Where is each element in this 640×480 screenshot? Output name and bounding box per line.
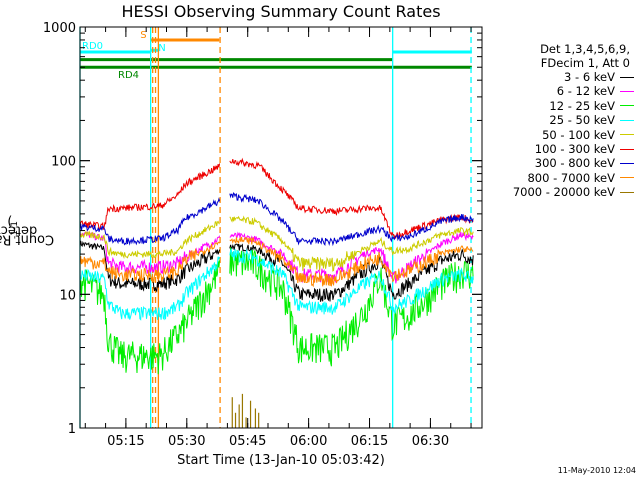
legend-label: 50 - 100 keV	[542, 127, 615, 142]
legend-item: 25 - 50 keV	[486, 113, 634, 127]
legend-swatch	[620, 76, 634, 78]
legend-label: 800 - 7000 keV	[527, 170, 615, 185]
legend-swatch	[620, 105, 634, 107]
legend-item: 800 - 7000 keV	[486, 171, 634, 185]
legend-label: 12 - 25 keV	[549, 98, 615, 113]
y-tick-label: 1000	[43, 21, 76, 36]
series-line	[80, 236, 474, 288]
flag-lines: RD0 S N RD4	[80, 30, 472, 81]
legend-swatch	[620, 91, 634, 93]
event-markers	[79, 27, 472, 428]
legend-swatch	[620, 191, 634, 193]
legend-swatch	[620, 119, 634, 121]
y-tick-label: 1	[68, 422, 76, 437]
plot-frame	[79, 26, 483, 429]
legend-item: 50 - 100 keV	[486, 128, 634, 142]
legend-label: 3 - 6 keV	[564, 70, 615, 84]
x-tick-label: 05:30	[168, 434, 205, 449]
axes	[79, 26, 483, 429]
x-tick-label: 05:45	[229, 434, 266, 449]
flag-label: RD4	[118, 70, 139, 81]
series-line	[80, 192, 474, 247]
legend-header-line: Det 1,3,4,5,6,9,	[540, 42, 630, 56]
legend-item: 100 - 300 keV	[486, 142, 634, 156]
legend-header-line: FDecim 1, Att 0	[540, 56, 630, 70]
legend-item: 6 - 12 keV	[486, 84, 634, 98]
legend-item: 3 - 6 keV	[486, 70, 634, 84]
legend: Det 1,3,4,5,6,9, FDecim 1, Att 0 3 - 6 k…	[486, 42, 634, 200]
x-axis-label: Start Time (13-Jan-10 05:03:42)	[177, 453, 385, 468]
legend-swatch	[620, 148, 634, 150]
flag-label: N	[158, 43, 165, 54]
legend-swatch	[620, 177, 634, 179]
series-lines	[80, 157, 474, 428]
flag-label: S	[140, 30, 146, 41]
y-tick-label: 10	[59, 288, 76, 303]
series-line	[80, 247, 474, 321]
legend-label: 100 - 300 keV	[534, 141, 615, 156]
plot-timestamp: 11-May-2010 12:04	[557, 466, 636, 475]
x-tick-label: 06:30	[412, 434, 449, 449]
series-line	[80, 215, 474, 272]
x-tick-label: 06:15	[351, 434, 388, 449]
tick-labels: 1 10 100 1000 05:15 05:30 05:45 06:00 06:15 06:30	[43, 21, 449, 449]
legend-label: 25 - 50 keV	[549, 113, 615, 128]
series-line	[80, 157, 474, 240]
series-line	[80, 240, 474, 302]
legend-item: 12 - 25 keV	[486, 99, 634, 113]
legend-item: 300 - 800 keV	[486, 156, 634, 170]
x-tick-label: 06:00	[290, 434, 327, 449]
flag-label: RD0	[82, 41, 103, 52]
legend-swatch	[620, 134, 634, 136]
legend-label: 7000 - 20000 keV	[512, 185, 615, 200]
legend-label: 300 - 800 keV	[534, 156, 615, 171]
legend-swatch	[620, 163, 634, 165]
series-line	[80, 247, 474, 375]
x-tick-label: 05:15	[107, 434, 144, 449]
legend-item: 7000 - 20000 keV	[486, 185, 634, 199]
chart-title: HESSI Observing Summary Count Rates	[121, 2, 441, 21]
y-tick-label: 100	[51, 155, 76, 170]
legend-label: 6 - 12 keV	[556, 84, 615, 99]
